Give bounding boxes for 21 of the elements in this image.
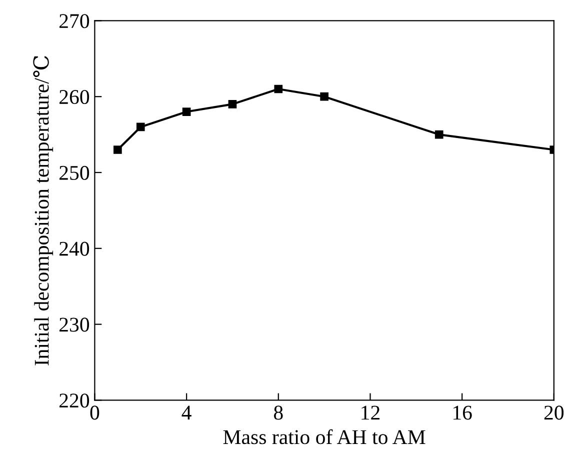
point bbox=[228, 100, 237, 108]
x-tick-label: 0 bbox=[90, 406, 100, 420]
y-axis-title: Initial decomposition temperature/℃ bbox=[33, 56, 54, 366]
point bbox=[182, 108, 191, 116]
x-tick-label: 16 bbox=[453, 406, 472, 420]
y-tick-label: 260 bbox=[60, 90, 90, 104]
point bbox=[434, 130, 444, 139]
point bbox=[320, 92, 328, 101]
x-axis-title: Mass ratio of AH to AM bbox=[223, 429, 426, 444]
x-tick-label: 4 bbox=[182, 406, 192, 420]
point bbox=[114, 146, 122, 154]
y-tick-label: 270 bbox=[60, 14, 90, 28]
y-tick-label: 220 bbox=[60, 394, 90, 408]
y-tick-label: 240 bbox=[60, 242, 90, 256]
x-tick-label: 12 bbox=[362, 406, 380, 420]
point bbox=[274, 84, 283, 94]
x-tick-label: 20 bbox=[544, 406, 564, 420]
y-tick-label: 250 bbox=[60, 166, 90, 180]
point bbox=[136, 122, 145, 132]
y-tick-label: 230 bbox=[60, 318, 90, 332]
x-tick-label: 8 bbox=[274, 406, 283, 420]
